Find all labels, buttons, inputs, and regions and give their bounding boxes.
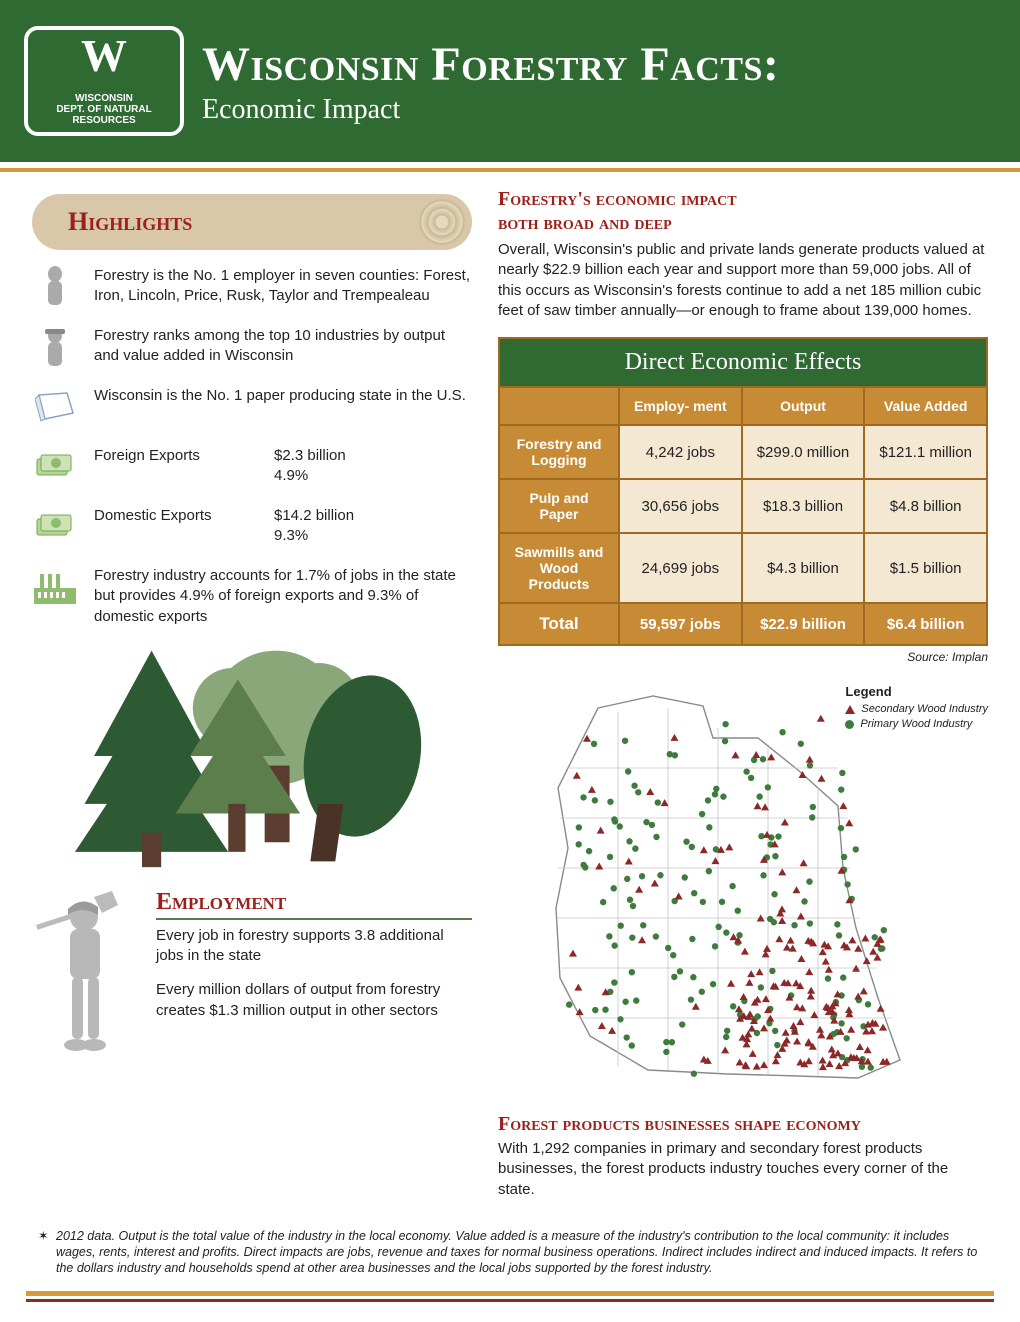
table-header-row: Employ- ment Output Value Added — [499, 387, 987, 425]
divider — [156, 918, 472, 920]
map-svg — [498, 678, 928, 1098]
export-row: Foreign Exports $2.3 billion 4.9% — [32, 444, 472, 490]
page-subtitle: Economic Impact — [202, 94, 779, 126]
cell: $4.8 billion — [864, 479, 987, 533]
export-text: Foreign Exports $2.3 billion 4.9% — [94, 444, 346, 487]
employment-p2: Every million dollars of output from for… — [156, 980, 472, 1021]
person-hat-icon — [32, 324, 78, 370]
content: Highlights Forestry is the No. 1 employe… — [0, 172, 1020, 1228]
businesses-body: With 1,292 companies in primary and seco… — [498, 1139, 988, 1200]
impact-head-2: both broad and deep — [498, 212, 988, 234]
header: W WISCONSIN DEPT. OF NATURAL RESOURCES W… — [0, 0, 1020, 162]
businesses-head: Forest products businesses shape economy — [498, 1113, 988, 1135]
highlights-banner: Highlights — [32, 194, 472, 250]
total-cell: 59,597 jobs — [619, 603, 742, 645]
export-value: $2.3 billion — [274, 446, 346, 466]
legend-title: Legend — [845, 684, 988, 699]
legend-secondary: Secondary Wood Industry — [845, 703, 988, 715]
logo-letter: W — [81, 36, 127, 75]
highlight-text: Forestry is the No. 1 employer in seven … — [94, 264, 472, 307]
total-label: Total — [499, 603, 619, 645]
row-label: Sawmills and Wood Products — [499, 533, 619, 603]
highlight-text: Forestry industry accounts for 1.7% of j… — [94, 564, 472, 627]
table-row: Forestry and Logging 4,242 jobs $299.0 m… — [499, 425, 987, 479]
cell: $121.1 million — [864, 425, 987, 479]
impact-heading: Forestry's economic impact both broad an… — [498, 188, 988, 234]
footnote-text: 2012 data. Output is the total value of … — [56, 1229, 977, 1276]
money-icon — [32, 504, 78, 550]
export-pct: 4.9% — [274, 466, 308, 486]
legend-primary: Primary Wood Industry — [845, 718, 988, 730]
cell: $299.0 million — [742, 425, 865, 479]
employment-p1: Every job in forestry supports 3.8 addit… — [156, 926, 472, 967]
logo-line2: DEPT. OF NATURAL RESOURCES — [28, 104, 180, 126]
cell: 4,242 jobs — [619, 425, 742, 479]
footer-rules — [26, 1291, 994, 1302]
footnote: ✶ 2012 data. Output is the total value o… — [0, 1228, 1020, 1283]
right-column: Forestry's economic impact both broad an… — [498, 188, 988, 1216]
forest-illustration — [42, 641, 472, 871]
table-row: Sawmills and Wood Products 24,699 jobs $… — [499, 533, 987, 603]
economic-effects-table: Direct Economic Effects Employ- ment Out… — [498, 337, 988, 646]
row-label: Pulp and Paper — [499, 479, 619, 533]
employment-text: Employment Every job in forestry support… — [156, 889, 472, 1059]
triangle-icon — [845, 705, 855, 714]
page: W WISCONSIN DEPT. OF NATURAL RESOURCES W… — [0, 0, 1020, 1302]
cell: 24,699 jobs — [619, 533, 742, 603]
col-employment: Employ- ment — [619, 387, 742, 425]
cell: $1.5 billion — [864, 533, 987, 603]
highlight-text: Wisconsin is the No. 1 paper producing s… — [94, 384, 466, 406]
headline: Wisconsin Forestry Facts: Economic Impac… — [202, 37, 779, 126]
circle-icon — [845, 720, 854, 729]
footnote-marker: ✶ — [38, 1228, 48, 1244]
wisconsin-map: Legend Secondary Wood Industry Primary W… — [498, 678, 988, 1103]
export-label: Domestic Exports — [94, 506, 264, 526]
paper-icon — [32, 384, 78, 430]
col-output: Output — [742, 387, 865, 425]
total-cell: $6.4 billion — [864, 603, 987, 645]
table-total-row: Total 59,597 jobs $22.9 billion $6.4 bil… — [499, 603, 987, 645]
highlights-title: Highlights — [68, 207, 192, 237]
cell: 30,656 jobs — [619, 479, 742, 533]
map-legend: Legend Secondary Wood Industry Primary W… — [845, 684, 988, 733]
page-title: Wisconsin Forestry Facts: — [202, 37, 779, 92]
highlight-item: Forestry ranks among the top 10 industri… — [32, 324, 472, 370]
highlight-item: Wisconsin is the No. 1 paper producing s… — [32, 384, 472, 430]
export-pct: 9.3% — [274, 526, 308, 546]
lumberjack-icon — [32, 889, 142, 1059]
export-value: $14.2 billion — [274, 506, 354, 526]
employment-block: Employment Every job in forestry support… — [32, 889, 472, 1059]
factory-icon — [32, 564, 78, 610]
impact-head-1: Forestry's economic impact — [498, 188, 988, 210]
cell: $4.3 billion — [742, 533, 865, 603]
person-icon — [32, 264, 78, 310]
highlight-text: Forestry ranks among the top 10 industri… — [94, 324, 472, 367]
dnr-logo: W WISCONSIN DEPT. OF NATURAL RESOURCES — [24, 26, 184, 136]
employment-title: Employment — [156, 889, 472, 916]
export-text: Domestic Exports $14.2 billion 9.3% — [94, 504, 354, 547]
table-title: Direct Economic Effects — [499, 338, 987, 387]
row-label: Forestry and Logging — [499, 425, 619, 479]
logo-line1: WISCONSIN — [75, 93, 133, 104]
export-row: Domestic Exports $14.2 billion 9.3% — [32, 504, 472, 550]
export-label: Foreign Exports — [94, 446, 264, 466]
highlight-item: Forestry industry accounts for 1.7% of j… — [32, 564, 472, 627]
total-cell: $22.9 billion — [742, 603, 865, 645]
cell: $18.3 billion — [742, 479, 865, 533]
impact-body: Overall, Wisconsin's public and private … — [498, 240, 988, 321]
businesses-block: Forest products businesses shape economy… — [498, 1113, 988, 1200]
money-icon — [32, 444, 78, 490]
table-source: Source: Implan — [498, 650, 988, 664]
col-value-added: Value Added — [864, 387, 987, 425]
highlight-item: Forestry is the No. 1 employer in seven … — [32, 264, 472, 310]
left-column: Highlights Forestry is the No. 1 employe… — [32, 188, 472, 1216]
table-row: Pulp and Paper 30,656 jobs $18.3 billion… — [499, 479, 987, 533]
